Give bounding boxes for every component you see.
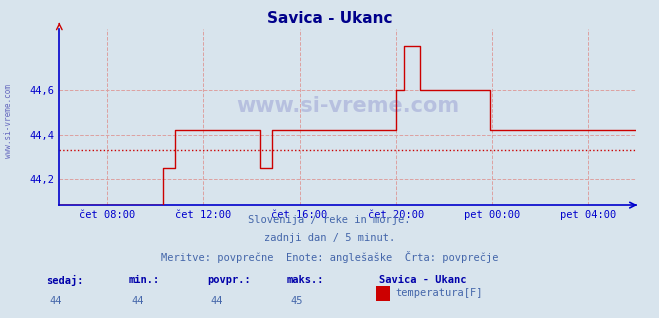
Text: Savica - Ukanc: Savica - Ukanc: [379, 275, 467, 285]
Text: Savica - Ukanc: Savica - Ukanc: [267, 11, 392, 26]
Text: Meritve: povprečne  Enote: anglešaške  Črta: povprečje: Meritve: povprečne Enote: anglešaške Črt…: [161, 251, 498, 263]
Text: 44: 44: [211, 296, 223, 306]
Text: zadnji dan / 5 minut.: zadnji dan / 5 minut.: [264, 233, 395, 243]
Text: maks.:: maks.:: [287, 275, 324, 285]
Text: www.si-vreme.com: www.si-vreme.com: [236, 96, 459, 116]
Text: sedaj:: sedaj:: [46, 275, 84, 286]
Text: www.si-vreme.com: www.si-vreme.com: [4, 84, 13, 158]
Text: 44: 44: [49, 296, 62, 306]
Text: 44: 44: [132, 296, 144, 306]
Text: temperatura[F]: temperatura[F]: [395, 288, 483, 298]
Text: min.:: min.:: [129, 275, 159, 285]
Text: Slovenija / reke in morje.: Slovenija / reke in morje.: [248, 215, 411, 225]
Text: povpr.:: povpr.:: [208, 275, 251, 285]
Text: 45: 45: [290, 296, 302, 306]
